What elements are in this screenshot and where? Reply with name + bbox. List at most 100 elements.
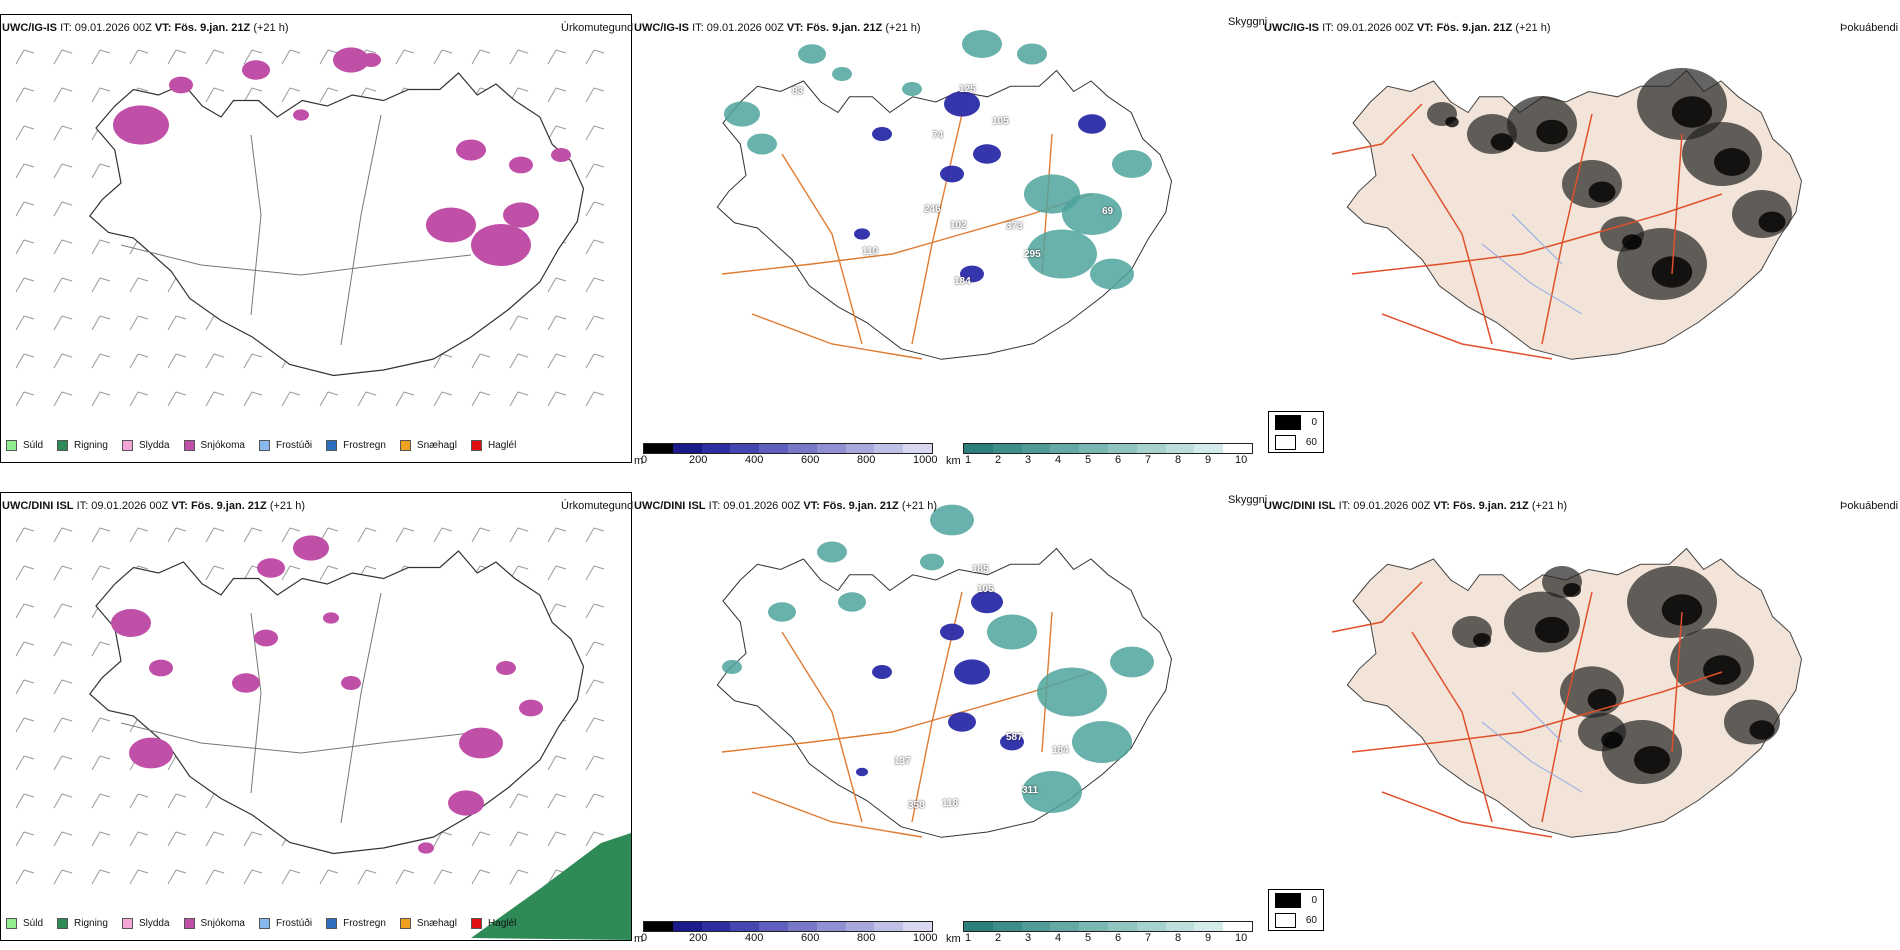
wind-barb [129, 49, 149, 65]
wind-barb [91, 527, 111, 543]
wind-barb [585, 831, 605, 847]
wind-barb [509, 869, 529, 885]
legend-swatch [258, 440, 270, 451]
rain-area [471, 833, 631, 940]
fog-map [1331, 68, 1803, 360]
wind-barb [585, 315, 605, 331]
roads [721, 113, 1093, 360]
wind-barb [53, 49, 73, 65]
fog-legend-value: 60 [1305, 914, 1317, 926]
visibility-tick: 2 [995, 454, 1002, 466]
panel-header: UWC/DINI ISL IT: 09.01.2026 00Z VT: Fös.… [1264, 500, 1567, 512]
model-name: UWC/IG-IS [2, 22, 57, 34]
fog-legend: 0 60 [1268, 411, 1324, 453]
wind-barb [585, 717, 605, 733]
visibility-unit: km [946, 455, 961, 467]
cloud-visibility-panel: 83 125 105 74 246 373 295 184 110 102 69 [632, 14, 1232, 434]
wind-barb [243, 87, 263, 103]
panel-header: UWC/IG-IS IT: 09.01.2026 00Z VT: Fös. 9.… [2, 22, 289, 34]
wind-barb [15, 353, 35, 369]
ceiling-value-label: 118 [942, 798, 959, 809]
wind-barb [547, 831, 567, 847]
legend-swatch [258, 918, 270, 929]
legend-label: Haglél [487, 918, 517, 929]
visibility-tick: 9 [1205, 932, 1212, 944]
wind-barb [509, 793, 529, 809]
wind-barb [167, 869, 187, 885]
wind-barb [471, 831, 491, 847]
wind-barb [243, 353, 263, 369]
legend-label: Snæhagl [416, 440, 457, 451]
vt-value: Fös. 9.jan. 21Z [822, 500, 899, 512]
fog-legend-value: 0 [1311, 416, 1317, 428]
wind-barb [53, 603, 73, 619]
wind-barb [91, 87, 111, 103]
legend-item: Haglél [470, 440, 516, 451]
wind-barb [53, 565, 73, 581]
wind-barb [15, 125, 35, 141]
precip-panel-title: Úrkomutegund [561, 22, 634, 34]
legend-item: Snæhagl [399, 918, 457, 929]
wind-barb [471, 869, 491, 885]
legend-swatch [399, 918, 411, 929]
cloud-visibility-panel: 185 105 587 184 311 118 137 358 [632, 492, 1232, 912]
wind-barb [433, 49, 453, 65]
legend-swatch [183, 918, 195, 929]
wind-barb [91, 353, 111, 369]
wind-barb [15, 869, 35, 885]
wind-barb [129, 831, 149, 847]
wind-barb [395, 527, 415, 543]
wind-barb [53, 527, 73, 543]
wind-barb [585, 641, 605, 657]
legend-swatch [121, 918, 133, 929]
visibility-tick: 5 [1085, 932, 1092, 944]
model-name: UWC/IG-IS [634, 22, 689, 34]
wind-barb [15, 315, 35, 331]
wind-barb [395, 49, 415, 65]
visibility-tick: 2 [995, 932, 1002, 944]
legend-swatch [6, 918, 17, 929]
visibility-tick: 4 [1055, 454, 1062, 466]
iceland-outline [716, 69, 1173, 360]
cloud-map [716, 30, 1173, 360]
model-name: UWC/DINI ISL [634, 500, 706, 512]
wind-barb [585, 679, 605, 695]
vt-value: Fös. 9.jan. 21Z [174, 22, 251, 34]
roads [1331, 581, 1723, 838]
fog-legend-row: 60 [1269, 910, 1323, 930]
wind-barb [129, 277, 149, 293]
fog-indicator-panel [1262, 14, 1862, 434]
panel-header: UWC/DINI ISL IT: 09.01.2026 00Z VT: Fös.… [2, 500, 305, 512]
wind-barb [129, 315, 149, 331]
wind-barb [129, 527, 149, 543]
legend-label: Frostúði [275, 440, 313, 451]
roads [120, 114, 472, 346]
cloud-panel-title: Skyggni [1228, 494, 1268, 506]
vt-label: VT: [1416, 22, 1434, 34]
visibility-tick: 8 [1175, 932, 1182, 944]
legend-item: Frostregn [326, 918, 386, 929]
wind-barb [53, 641, 73, 657]
vt-label: VT: [786, 22, 804, 34]
wind-barb [281, 565, 301, 581]
wind-barb [91, 793, 111, 809]
ceiling-bar [643, 921, 933, 932]
wind-barb [15, 239, 35, 255]
precip-type-legend: Súld Rigning Slydda Snjókoma Frostúði Frostre… [6, 918, 530, 929]
legend-label: Frostregn [343, 440, 386, 451]
wind-barb [15, 755, 35, 771]
wind-barb [53, 87, 73, 103]
ceiling-tick: 200 [689, 454, 708, 466]
ceiling-tick: 800 [857, 454, 876, 466]
ceiling-tick: 800 [857, 932, 876, 944]
ceiling-tick: 600 [801, 454, 820, 466]
wind-barb [129, 353, 149, 369]
it-value: 09.01.2026 00Z [1353, 500, 1431, 512]
wind-barb [53, 755, 73, 771]
wind-barb [471, 49, 491, 65]
legend-swatch [57, 918, 69, 929]
ceiling-value-label: 105 [977, 584, 994, 595]
ceiling-value-label: 137 [894, 756, 911, 767]
ceiling-tick: 1000 [913, 454, 938, 466]
wind-barb [91, 641, 111, 657]
